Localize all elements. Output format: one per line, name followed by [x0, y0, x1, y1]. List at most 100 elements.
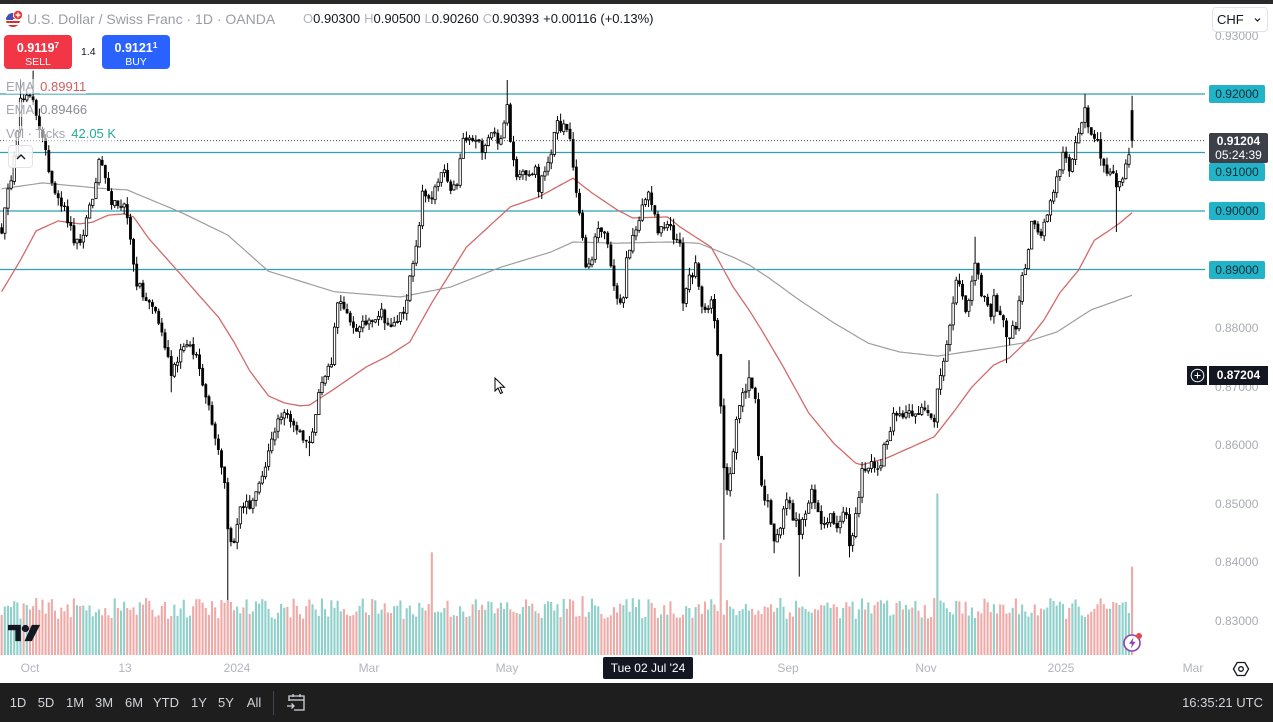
- candle-body-down: [763, 485, 767, 501]
- time-axis-label: 2025: [1047, 661, 1075, 675]
- range-button-1d[interactable]: 1D: [9, 695, 27, 710]
- symbol-title[interactable]: U.S. Dollar / Swiss Franc · 1D · OANDA: [27, 11, 276, 27]
- candle: [1073, 135, 1078, 166]
- range-button-all[interactable]: All: [246, 695, 262, 710]
- candle: [603, 230, 606, 240]
- candle: [367, 317, 371, 331]
- currency-select[interactable]: CHF: [1212, 7, 1268, 32]
- ohlc-key: C: [482, 11, 493, 26]
- volume-bar: [440, 612, 443, 655]
- candle-body-down: [753, 387, 757, 399]
- candle: [191, 337, 195, 360]
- candle: [967, 298, 971, 318]
- price-chart[interactable]: [0, 0, 1205, 657]
- utc-clock[interactable]: 16:35:21 UTC: [1182, 695, 1263, 710]
- volume-bar: [1112, 602, 1115, 655]
- candle: [775, 528, 779, 543]
- ohlc-value: 0.90300: [313, 11, 361, 26]
- candle-body-down: [446, 169, 449, 182]
- candle: [675, 233, 679, 243]
- volume-bar: [590, 598, 594, 655]
- candle: [728, 467, 732, 497]
- candle: [537, 163, 541, 198]
- volume-bar: [829, 607, 832, 655]
- candle-body-down: [998, 310, 1002, 316]
- candle-body-down: [669, 223, 672, 227]
- candle-body-down: [355, 327, 358, 332]
- lightning-icon[interactable]: [1121, 631, 1145, 653]
- candle: [110, 188, 114, 210]
- candle-body-down: [524, 170, 528, 175]
- volume-bar: [346, 614, 349, 655]
- time-axis-label: Mar: [1182, 661, 1204, 675]
- range-button-ytd[interactable]: YTD: [153, 695, 179, 710]
- candle-body-up: [694, 262, 698, 277]
- volume-bar: [487, 601, 490, 655]
- go-to-date-calendar-icon[interactable]: [286, 692, 307, 713]
- volume-bar: [38, 609, 41, 655]
- time-axis-label: 2024: [223, 661, 251, 675]
- candle: [383, 308, 387, 330]
- candle-body-up: [687, 274, 691, 290]
- ohlc-open: O0.90300: [303, 11, 360, 26]
- candle: [659, 226, 663, 237]
- range-button-1m[interactable]: 1M: [65, 695, 85, 710]
- candle-body-down: [194, 353, 198, 356]
- range-button-1y[interactable]: 1Y: [191, 695, 207, 710]
- indicator-ema-fast[interactable]: EMA 0.89911: [6, 78, 87, 94]
- volume-bar: [848, 606, 851, 655]
- price-axis-tick: 0.86000: [1215, 438, 1259, 452]
- candle: [380, 302, 384, 321]
- level-price-label: 0.89000: [1209, 260, 1265, 279]
- candle: [913, 413, 918, 424]
- candle-body-down: [986, 296, 990, 306]
- candle-body-down: [0, 227, 4, 234]
- volume-bar: [838, 618, 842, 655]
- range-button-6m[interactable]: 6M: [124, 695, 144, 710]
- candle: [323, 374, 327, 386]
- candle-body-down: [901, 413, 905, 418]
- candle: [527, 170, 531, 177]
- candle-body-up: [810, 488, 814, 504]
- candle: [624, 250, 629, 299]
- volume-bar: [302, 618, 305, 655]
- candle: [446, 163, 449, 183]
- range-button-5d[interactable]: 5D: [37, 695, 55, 710]
- candle-body-down: [351, 321, 355, 328]
- add-alert-button[interactable]: [1187, 366, 1207, 385]
- candle: [973, 236, 977, 286]
- indicator-volume[interactable]: Vol · Ticks 42.05 K: [6, 125, 117, 141]
- indicator-ema-slow[interactable]: EMA 0.89466: [6, 101, 88, 117]
- candle-body-down: [578, 192, 581, 214]
- volume-bar: [619, 603, 622, 655]
- volume-bar: [148, 600, 151, 655]
- candle-body-up: [1020, 275, 1024, 302]
- candle: [289, 410, 292, 428]
- spread-value: 1.4: [81, 46, 96, 58]
- candle-body-up: [332, 326, 337, 365]
- volume-bar: [129, 609, 132, 655]
- volume-bar: [857, 609, 860, 655]
- volume-bar: [681, 614, 685, 655]
- buy-button[interactable]: 0.91211 BUY: [102, 35, 170, 69]
- candle-body-down: [166, 347, 170, 357]
- volume-bar: [333, 607, 336, 655]
- range-button-3m[interactable]: 3M: [94, 695, 114, 710]
- candle-body-down: [370, 320, 374, 322]
- volume-bar: [229, 601, 232, 655]
- range-button-5y[interactable]: 5Y: [218, 695, 234, 710]
- collapse-legend-button[interactable]: [8, 145, 33, 168]
- candle-body-up: [898, 413, 902, 416]
- candle-body-up: [540, 175, 544, 193]
- sell-price-main: 0.9119: [16, 41, 55, 55]
- settings-icon[interactable]: [1232, 660, 1250, 678]
- volume-bar: [170, 616, 173, 655]
- volume-bar: [565, 608, 568, 655]
- volume-bar: [747, 610, 751, 655]
- candle: [866, 467, 870, 474]
- candle-body-up: [781, 508, 786, 529]
- tradingview-logo-icon[interactable]: [8, 624, 41, 642]
- candle-body-up: [458, 158, 462, 186]
- candle-body-down: [653, 205, 657, 215]
- sell-button[interactable]: 0.91197 SELL: [4, 35, 72, 69]
